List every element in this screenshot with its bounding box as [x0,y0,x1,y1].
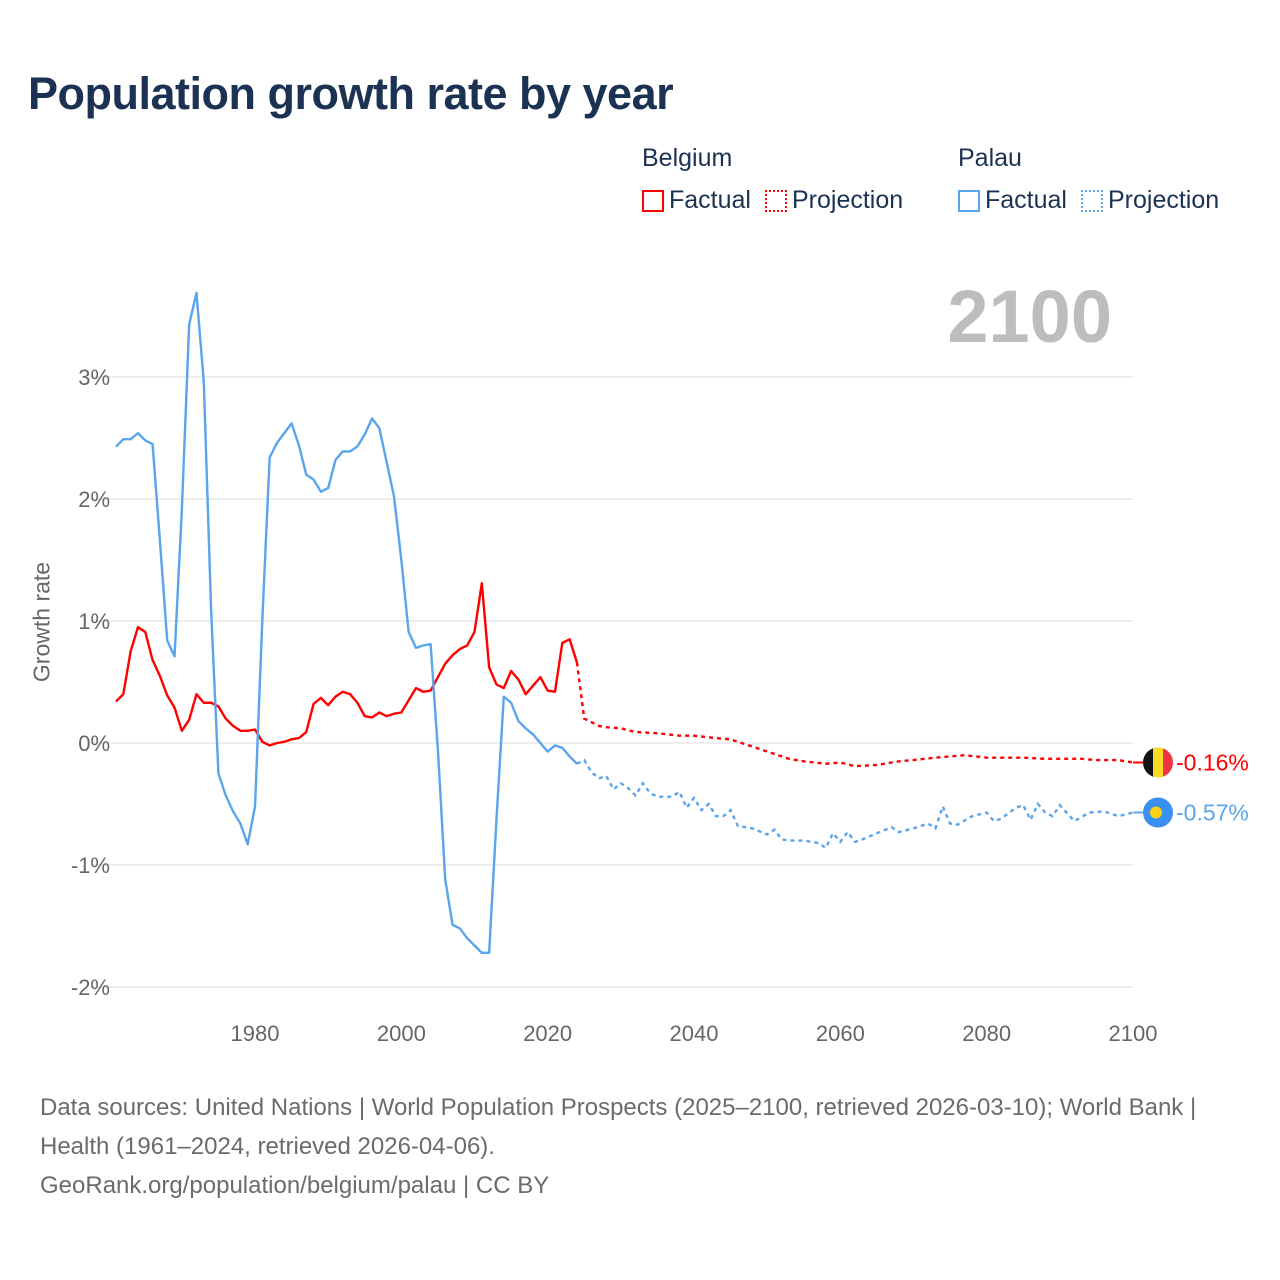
legend-group-palau: Palau Factual Projection [958,144,1219,215]
legend-swatch-dotted [1080,189,1103,212]
legend-label: Factual [669,186,751,214]
legend-group-name: Belgium [642,144,733,172]
palau-flag-disc [1150,806,1162,819]
credit-link[interactable]: GeoRank.org/population/belgium/palau | C… [40,1172,550,1199]
x-tick-label: 1980 [231,1021,280,1046]
belgium-end-value-label: -0.16% [1176,750,1249,776]
y-tick-label: 3% [78,365,110,390]
y-tick-label: 1% [78,609,110,634]
x-tick-label: 2040 [670,1021,719,1046]
y-tick-label: -2% [71,975,110,1000]
legend-belgium-projection[interactable]: Projection [764,186,904,215]
x-tick-label: 2080 [962,1021,1011,1046]
x-tick-label: 2000 [377,1021,426,1046]
legend-swatch-solid [642,189,664,212]
legend-label: Factual [985,186,1067,214]
palau-projection-line [576,758,1134,850]
belgium-factual-line [115,581,579,747]
data-sources: Data sources: United Nations | World Pop… [40,1094,1197,1160]
legend-label: Projection [791,186,904,214]
y-tick-label: 0% [78,731,110,756]
legend-group-belgium: Belgium Factual Projection [642,144,903,215]
y-tick-label: 2% [78,487,110,512]
palau-end-value-label: -0.57% [1176,800,1249,826]
x-tick-label: 2060 [816,1021,865,1046]
belgium-flag-icon [1143,747,1173,778]
legend-palau-projection[interactable]: Projection [1080,186,1220,215]
belgium-projection-line [575,662,1134,768]
x-tick-label: 2020 [523,1021,572,1046]
y-tick-label: -1% [71,853,110,878]
footer: Data sources: United Nations | World Pop… [40,1088,1240,1205]
legend-label: Projection [1107,186,1220,214]
x-tick-label: 2100 [1109,1021,1158,1046]
legend-swatch-dotted [764,189,787,212]
legend-group-name: Palau [958,144,1022,172]
legend-palau-factual[interactable]: Factual [958,186,1067,215]
legend-belgium-factual[interactable]: Factual [642,186,751,215]
legend-swatch-solid [958,189,980,212]
chart-title: Population growth rate by year [28,68,674,119]
current-year-label: 2100 [947,275,1112,358]
palau-factual-line [115,291,578,955]
